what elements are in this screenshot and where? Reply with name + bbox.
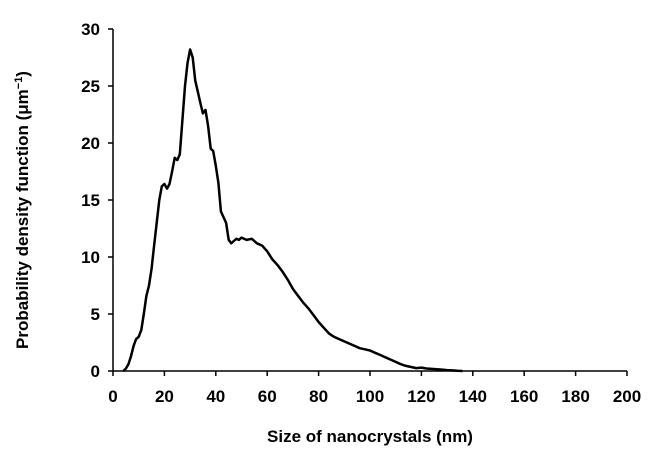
- y-tick-label: 10: [81, 248, 100, 267]
- y-axis-title-close: ): [13, 71, 32, 77]
- x-tick-label: 180: [561, 387, 589, 406]
- x-tick-label: 40: [206, 387, 225, 406]
- y-tick-label: 15: [81, 191, 100, 210]
- x-tick-label: 0: [108, 387, 117, 406]
- y-tick-label: 30: [81, 20, 100, 39]
- series-group: [122, 48, 463, 373]
- y-axis-title: Probability density function (μm−1): [13, 71, 32, 349]
- x-tick-label: 60: [258, 387, 277, 406]
- y-ticks: 0 5 10 15 20 25 30: [81, 20, 113, 381]
- x-tick-label: 160: [510, 387, 538, 406]
- x-tick-label: 20: [155, 387, 174, 406]
- x-tick-label: 140: [459, 387, 487, 406]
- x-tick-label: 80: [309, 387, 328, 406]
- y-tick-label: 5: [91, 305, 100, 324]
- x-axis-title: Size of nanocrystals (nm): [267, 427, 473, 446]
- y-tick-label: 0: [91, 362, 100, 381]
- x-tick-label: 200: [613, 387, 641, 406]
- y-tick-label: 25: [81, 77, 100, 96]
- series-line: [122, 48, 463, 373]
- y-axis-title-superscript: −1: [13, 77, 25, 90]
- x-ticks: 0 20 40 60 80 100 120 140 160 180 200: [108, 371, 641, 406]
- y-tick-label: 20: [81, 134, 100, 153]
- x-tick-label: 100: [356, 387, 384, 406]
- plot-area: 0 20 40 60 80 100 120 140 160 180 200 0 5 10 15 20 25 30: [81, 20, 641, 406]
- x-tick-label: 120: [407, 387, 435, 406]
- y-axis-title-main: Probability density function (μm: [13, 89, 32, 349]
